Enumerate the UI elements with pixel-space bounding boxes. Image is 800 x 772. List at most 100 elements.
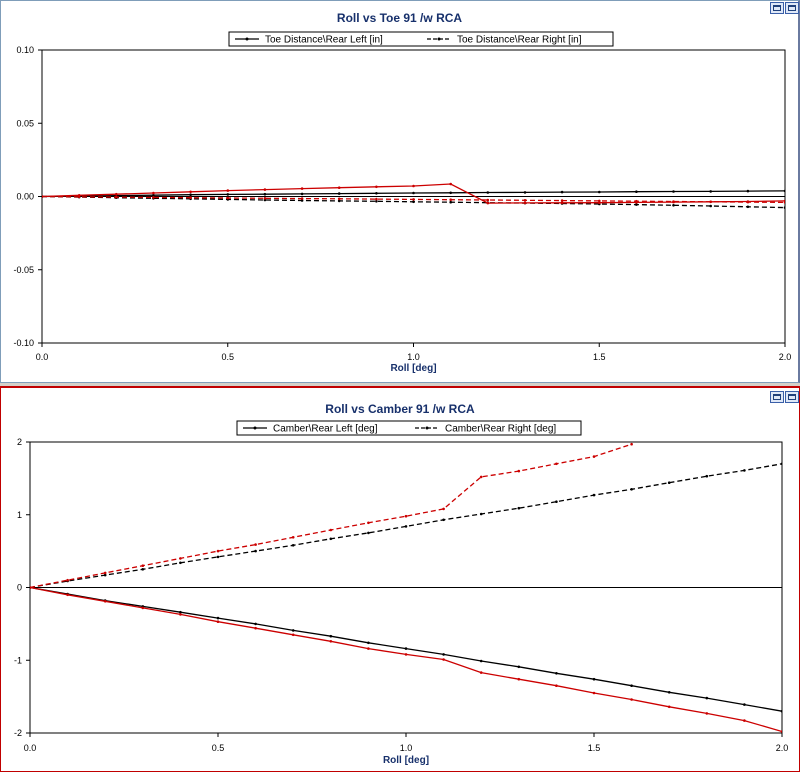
series-point xyxy=(263,192,267,196)
series-point xyxy=(66,593,69,597)
series-point xyxy=(404,514,408,518)
legend-box xyxy=(236,420,582,436)
chart-title: Roll vs Camber 91 /w RCA xyxy=(325,402,475,416)
y-tick-label: 2 xyxy=(17,437,22,447)
series-point xyxy=(555,684,558,687)
series-point xyxy=(404,653,408,656)
chart-title: Roll vs Toe 91 /w RCA xyxy=(336,11,463,25)
legend-label: Toe Distance\Rear Left [in] xyxy=(265,35,383,46)
series-point xyxy=(226,196,230,200)
series-point xyxy=(115,195,118,199)
series-point xyxy=(709,190,712,193)
y-tick-label: -0.05 xyxy=(13,265,34,275)
series-point xyxy=(705,474,709,478)
y-tick-label: -2 xyxy=(14,728,22,738)
series-point xyxy=(329,528,333,532)
series-point xyxy=(517,677,521,681)
series-point xyxy=(592,691,596,695)
series-point xyxy=(291,629,295,632)
legend-label: Toe Distance\Rear Right [in] xyxy=(457,35,582,46)
series-point xyxy=(291,536,295,539)
series-point xyxy=(449,191,453,195)
series-point xyxy=(667,691,671,694)
series-line-3 xyxy=(30,443,632,589)
series-point xyxy=(226,193,230,196)
x-tick-label: 1.0 xyxy=(400,743,413,753)
series-point xyxy=(667,481,671,484)
series-point xyxy=(30,586,32,589)
series-point xyxy=(216,555,220,559)
series-point xyxy=(630,684,633,687)
series-point xyxy=(449,182,453,186)
series-point xyxy=(404,525,408,528)
series-point xyxy=(517,506,521,510)
series-point xyxy=(103,571,107,575)
x-tick-label: 2.0 xyxy=(779,352,792,362)
series-point xyxy=(189,196,192,199)
series-point xyxy=(291,544,295,547)
series-point xyxy=(517,665,521,669)
legend-marker xyxy=(425,426,429,430)
series-point xyxy=(592,455,596,458)
x-tick-label: 0.0 xyxy=(24,743,37,753)
maximize-icon[interactable] xyxy=(770,2,784,14)
series-point xyxy=(630,442,633,446)
series-point xyxy=(449,200,453,204)
series-point xyxy=(300,197,304,200)
series-point xyxy=(141,564,145,567)
series-point xyxy=(412,184,415,188)
y-tick-label: 0.10 xyxy=(16,45,34,55)
camber-chart-plot: 2 1 0 -1 -20.0 0.5 1.0 1.5 2.0 Roll [deg] Camber\R… xyxy=(14,420,788,766)
series-point xyxy=(103,573,107,577)
series-point xyxy=(592,677,596,681)
series-point xyxy=(479,671,483,674)
series-point xyxy=(66,578,69,582)
series-point xyxy=(672,190,675,193)
legend-marker xyxy=(253,426,257,430)
legend-box xyxy=(228,31,614,47)
series-point xyxy=(592,493,596,497)
series-point xyxy=(375,200,378,203)
x-axis-label: Roll [deg] xyxy=(383,755,429,766)
series-point xyxy=(783,201,785,204)
y-tick-label: -0.10 xyxy=(13,338,34,348)
series-point xyxy=(367,531,370,535)
series-point xyxy=(743,469,746,472)
series-point xyxy=(216,549,220,553)
series-point xyxy=(746,200,750,204)
legend-marker xyxy=(245,37,249,41)
series-point xyxy=(337,192,341,195)
x-tick-label: 1.5 xyxy=(593,352,606,362)
series-point xyxy=(523,201,527,205)
series-point xyxy=(412,191,415,195)
series-point xyxy=(780,730,782,733)
legend-label: Camber\Rear Right [deg] xyxy=(445,424,556,435)
series-point xyxy=(179,610,182,614)
series-point xyxy=(560,190,564,194)
close-icon[interactable] xyxy=(785,391,799,403)
series-group xyxy=(30,442,782,733)
series-point xyxy=(152,193,155,197)
toe-chart-plot: 0.10 0.05 0.00 -0.05 -0.100.0 0.5 1.0 1.5 2.0 Rol… xyxy=(13,31,792,374)
series-point xyxy=(523,191,527,194)
series-point xyxy=(375,192,378,195)
series-point xyxy=(42,195,44,198)
series-point xyxy=(555,500,558,503)
close-icon[interactable] xyxy=(785,2,799,14)
series-point xyxy=(141,606,145,610)
series-point xyxy=(291,633,295,637)
series-point xyxy=(672,200,675,203)
series-point xyxy=(216,620,220,623)
series-point xyxy=(189,193,192,196)
series-point xyxy=(555,672,558,675)
maximize-icon[interactable] xyxy=(770,391,784,403)
series-point xyxy=(555,462,558,466)
series-point xyxy=(404,647,408,650)
series-point xyxy=(442,507,445,511)
chart-panel-toe: Roll vs Toe 91 /w RCA 0.10 0.05 0.00 -0.05 -… xyxy=(0,0,800,383)
series-point xyxy=(560,201,564,205)
series-point xyxy=(630,488,633,491)
series-point xyxy=(412,198,415,201)
series-point xyxy=(746,205,750,209)
chart-panel-camber: Roll vs Camber 91 /w RCA 2 1 0 -1 -2 0.0 0.5 1.… xyxy=(0,386,800,772)
